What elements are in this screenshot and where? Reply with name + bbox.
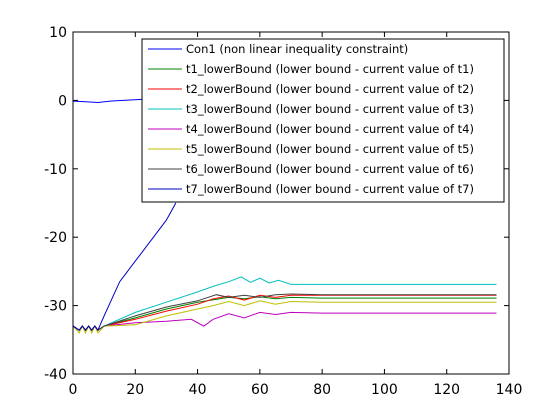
legend-entry-label: t2_lowerBound (lower bound - current val…: [186, 82, 474, 96]
legend-box: [141, 38, 505, 203]
legend-entry-label: t7_lowerBound (lower bound - current val…: [186, 182, 474, 196]
legend-entry-label: Con1 (non linear inequality constraint): [186, 42, 408, 56]
series-line-6: [72, 300, 497, 335]
y-tick-label: 10: [49, 25, 67, 41]
x-tick-label: 120: [433, 382, 460, 398]
series-line-8: [72, 202, 177, 332]
series-layer: [72, 97, 497, 335]
legend-entry-label: t4_lowerBound (lower bound - current val…: [186, 122, 474, 136]
legend-entry-label: t3_lowerBound (lower bound - current val…: [186, 102, 474, 116]
y-tick-label: -10: [44, 162, 67, 178]
y-tick-label: -40: [44, 367, 67, 383]
legend-entry-label: t5_lowerBound (lower bound - current val…: [186, 142, 474, 156]
axes-box: [72, 31, 510, 375]
x-tick-label: 40: [189, 382, 207, 398]
x-tick-label: 80: [313, 382, 331, 398]
x-tick-label: 20: [126, 382, 144, 398]
y-tick-label: 0: [58, 93, 67, 109]
legend-entry-label: t6_lowerBound (lower bound - current val…: [186, 162, 474, 176]
legend-entry-label: t1_lowerBound (lower bound - current val…: [186, 62, 474, 76]
legend: Con1 (non linear inequality constraint) t…: [141, 38, 505, 203]
y-tick-label: -30: [44, 299, 67, 315]
x-tick-label: 60: [251, 382, 269, 398]
x-tick-label: 140: [496, 382, 523, 398]
x-tick-label: 0: [69, 382, 78, 398]
y-tick-label: -20: [44, 230, 67, 246]
x-tick-label: 100: [371, 382, 398, 398]
